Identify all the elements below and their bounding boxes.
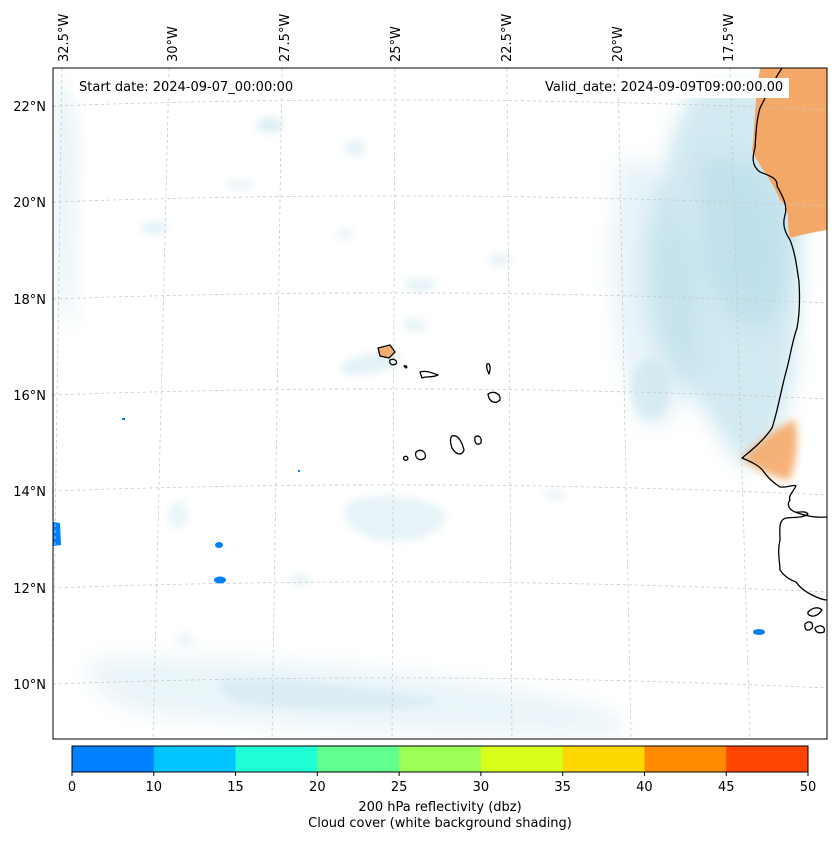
start-date-label: Start date: 2024-09-07_00:00:00 [73,78,300,98]
meridian-30w [152,68,170,739]
lat-label-12n: 12°N [13,582,46,597]
gridlines [53,68,827,739]
colorbar-tick-label: 20 [309,780,326,795]
lon-label-30w: 30°W [166,26,181,62]
meridian-32.5w [53,68,63,699]
lon-label-32.5w: 32.5°W [57,14,72,62]
island-sao-nicolau [419,370,439,379]
island-santiago [449,435,465,455]
cloud-cover-shading [55,80,803,736]
parallel-12n [53,581,827,593]
guinea-bissau-coast [807,607,823,617]
colorbar-ticks: 0 10 15 20 25 30 35 40 45 50 [68,772,816,795]
colorbar-bin-1 [153,746,237,772]
colorbar-tick-label: 15 [227,780,244,795]
latitude-labels: 22°N 20°N 18°N 16°N 14°N 12°N 10°N [13,100,46,693]
parallel-10n [53,677,827,689]
colorbar-frame [71,745,809,773]
island-sao-vicente [389,358,398,366]
colorbar-tick-label: 10 [146,780,163,795]
colorbar-bin-3 [317,746,400,772]
colorbar-bin-0 [72,746,155,772]
lat-label-10n: 10°N [13,678,46,693]
bijagos-islands-1 [804,621,814,631]
island-sal [485,362,491,375]
colorbar-tick-label: 0 [68,780,76,795]
colorbar-label: 200 hPa reflectivity (dbz) [358,800,522,815]
parallel-14n [53,484,827,496]
lat-label-16n: 16°N [13,389,46,404]
colorbar-bin-2 [235,746,318,772]
colorbar-caption: 200 hPa reflectivity (dbz) Cloud cover (… [72,800,808,832]
colorbar-tick-label: 30 [473,780,490,795]
parallel-16n [53,388,827,400]
colorbar-tick-label: 25 [391,780,408,795]
colorbar-bins [72,746,809,772]
parallel-22n [53,99,827,111]
lat-label-18n: 18°N [13,293,46,308]
colorbar-tick-label: 45 [718,780,735,795]
colorbar-bin-4 [399,746,482,772]
island-boa-vista [487,391,501,403]
colorbar-bin-5 [480,746,564,772]
lon-label-22.5w: 22.5°W [500,14,515,62]
map-area[interactable] [52,67,828,740]
valid-date-label: Valid_date: 2024-09-09T09:00:00.00 [539,78,790,98]
island-fogo [414,449,427,461]
longitude-labels: 32.5°W 30°W 27.5°W 25°W 22.5°W 20°W 17.5… [57,14,737,62]
meridian-17.5w [729,68,751,739]
lon-label-27.5w: 27.5°W [278,14,293,62]
lat-label-20n: 20°N [13,196,46,211]
meridian-25w [391,68,396,739]
island-maio [474,435,482,445]
meridian-20w [617,68,632,739]
africa-coastline [741,68,827,601]
island-santo-antao [377,344,396,359]
bijagos-islands-2 [814,625,826,634]
map-frame [52,67,828,740]
lon-label-20w: 20°W [611,26,626,62]
colorbar: 0 10 15 20 25 30 35 40 45 50 [68,745,816,795]
colorbar-bin-6 [562,746,645,772]
colorbar-tick-label: 50 [800,780,817,795]
colorbar-tick-label: 35 [554,780,571,795]
lat-label-22n: 22°N [13,100,46,115]
lat-label-14n: 14°N [13,485,46,500]
parallel-18n [53,292,827,304]
meridian-27.5w [271,68,283,739]
lon-label-25w: 25°W [389,26,404,62]
colorbar-sublabel: Cloud cover (white background shading) [308,816,572,831]
island-brava [402,455,409,461]
parallel-20n [53,195,827,207]
island-santa-luzia [403,365,408,369]
coastlines [377,68,827,634]
lon-label-17.5w: 17.5°W [722,14,737,62]
meridian-22.5w [506,68,513,739]
colorbar-bin-8 [726,746,809,772]
reflectivity-low-areas [53,418,765,635]
colorbar-bin-7 [644,746,727,772]
colorbar-tick-label: 40 [636,780,653,795]
gambia-river [794,511,827,518]
